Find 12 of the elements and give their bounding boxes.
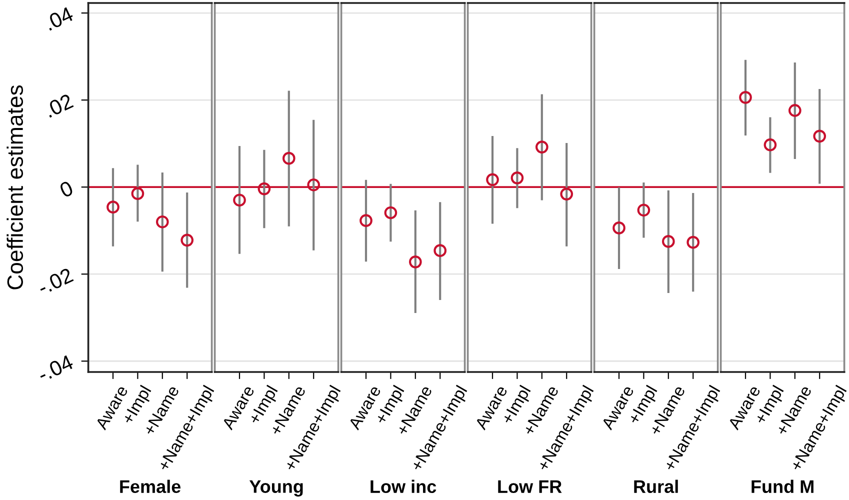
x-axis-title: Rural <box>634 480 678 494</box>
y-tick-label: .02 <box>44 93 74 118</box>
y-tick-label: .04 <box>44 6 74 31</box>
y-tick-label: -.04 <box>36 354 74 382</box>
x-axis-title: Low inc <box>370 480 436 494</box>
x-axis-title: Young <box>249 480 303 497</box>
x-axis-title: Low FR <box>498 480 562 494</box>
y-tick-label: 0 <box>58 180 74 198</box>
y-tick-label: -.02 <box>36 267 74 296</box>
x-axis-title: Fund M <box>752 480 814 494</box>
x-axis-title: Female <box>120 480 181 494</box>
y-axis-title: Coefficient estimates <box>6 85 24 290</box>
